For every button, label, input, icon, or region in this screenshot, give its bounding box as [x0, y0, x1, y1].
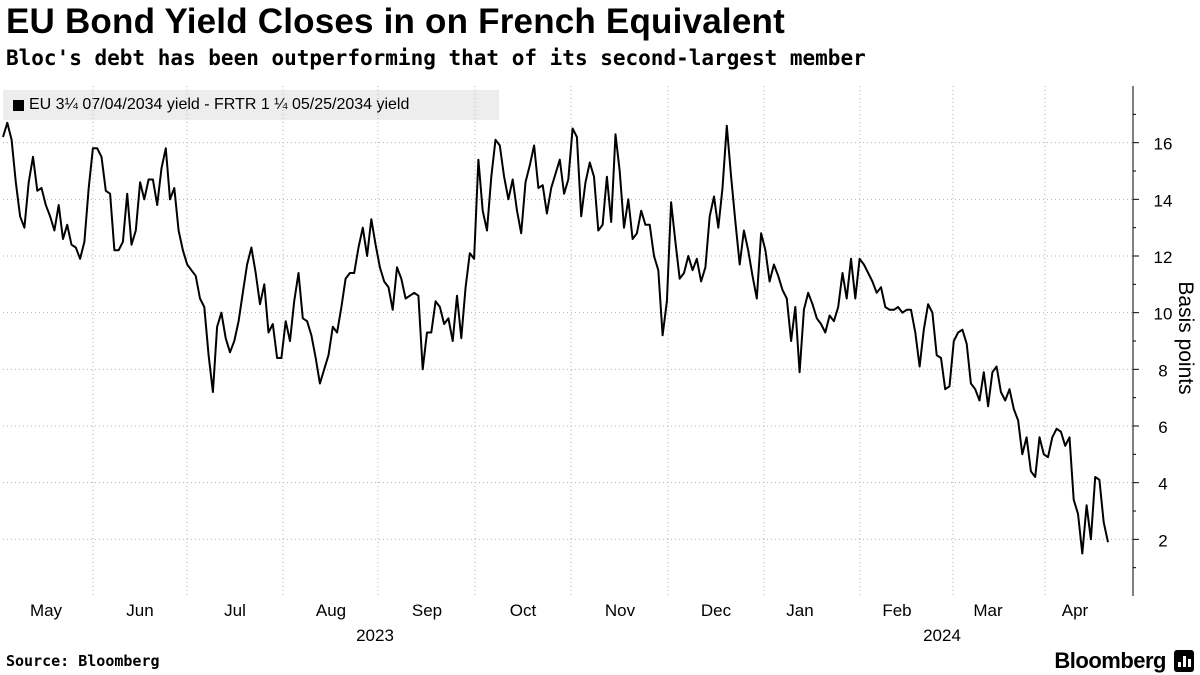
year-label: 2023 [356, 626, 394, 645]
y-tick-label: 6 [1158, 418, 1167, 437]
y-tick-label: 4 [1158, 475, 1167, 494]
y-tick-label: 10 [1154, 305, 1173, 324]
y-tick-label: 2 [1158, 531, 1167, 550]
x-tick-label: Oct [510, 601, 537, 620]
year-label: 2024 [923, 626, 961, 645]
x-tick-label: Dec [701, 601, 732, 620]
x-tick-label: May [30, 601, 63, 620]
x-tick-label: Jun [126, 601, 153, 620]
x-tick-label: Mar [973, 601, 1003, 620]
legend-label: EU 3¼ 07/04/2034 yield - FRTR 1 ¼ 05/25/… [29, 96, 410, 113]
x-tick-label: Nov [605, 601, 636, 620]
chart-subtitle: Bloc's debt has been outperforming that … [6, 46, 866, 70]
y-tick-label: 8 [1158, 361, 1167, 380]
series-line [2, 121, 1109, 555]
brand-wordmark: Bloomberg [1054, 648, 1166, 673]
chart-title: EU Bond Yield Closes in on French Equiva… [6, 2, 785, 41]
x-tick-label: Jan [786, 601, 813, 620]
x-tick-label: Feb [882, 601, 911, 620]
bloomberg-logo-icon [1174, 650, 1194, 672]
x-tick-label: Sep [412, 601, 442, 620]
source-note: Source: Bloomberg [6, 652, 160, 670]
y-tick-label: 16 [1154, 135, 1173, 154]
x-tick-label: Aug [316, 601, 346, 620]
legend: EU 3¼ 07/04/2034 yield - FRTR 1 ¼ 05/25/… [3, 90, 499, 120]
x-tick-label: Jul [224, 601, 246, 620]
legend-swatch [13, 99, 24, 111]
x-tick-label: Apr [1062, 601, 1089, 620]
y-tick-label: 14 [1154, 191, 1173, 210]
y-axis-label: Basis points [1174, 281, 1197, 395]
y-tick-label: 12 [1154, 248, 1173, 267]
